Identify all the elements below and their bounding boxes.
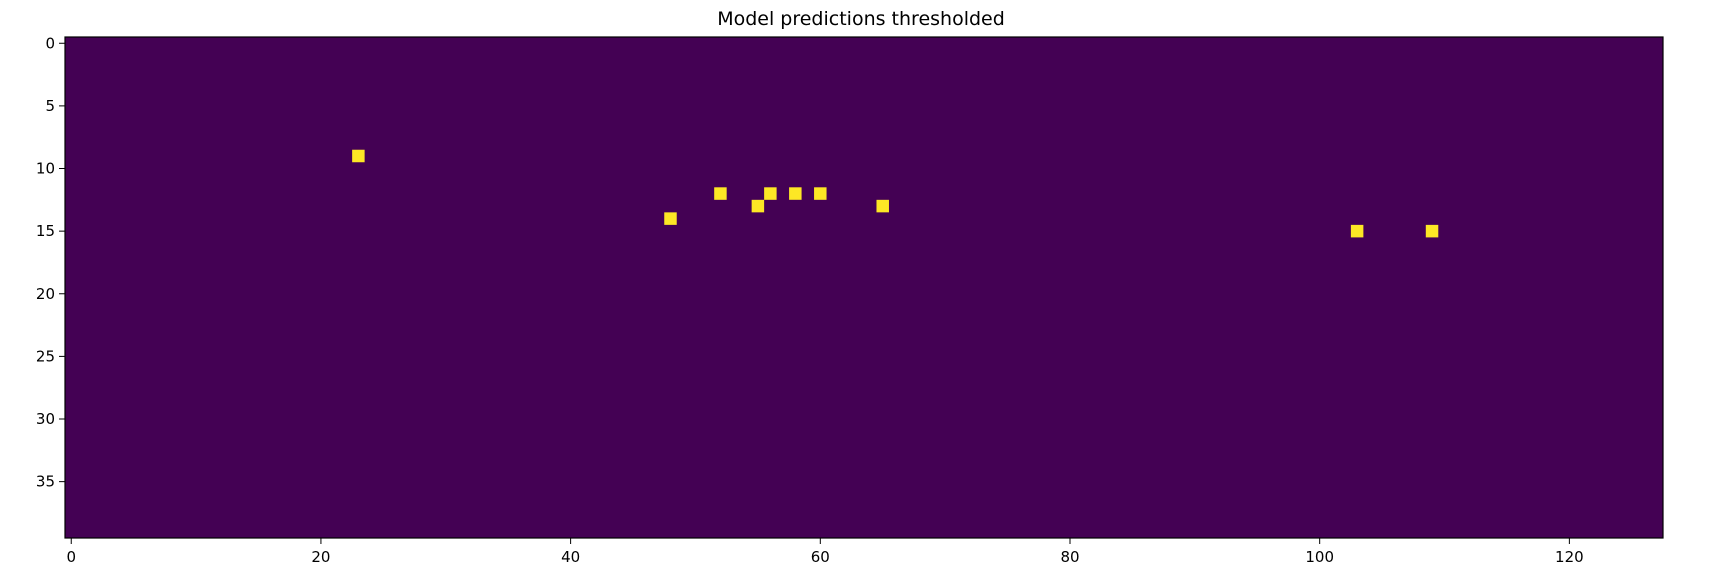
heatmap-cell bbox=[751, 199, 765, 213]
x-tick-label: 0 bbox=[66, 548, 76, 566]
heatmap-cell bbox=[814, 187, 827, 200]
heatmap-cell bbox=[789, 187, 802, 200]
heatmap-cell bbox=[352, 149, 365, 163]
y-tick-label: 5 bbox=[45, 97, 55, 115]
y-tick-label: 10 bbox=[36, 160, 55, 178]
heatmap-cell bbox=[714, 187, 727, 200]
y-tick-label: 0 bbox=[45, 34, 55, 52]
heatmap-cell bbox=[664, 212, 677, 225]
y-axis: 0 5 10 15 20 25 30 35 bbox=[36, 34, 65, 491]
x-tick-label: 100 bbox=[1305, 548, 1334, 566]
y-tick-label: 30 bbox=[36, 410, 55, 428]
heatmap-cells bbox=[352, 149, 1439, 238]
chart-title: Model predictions thresholded bbox=[717, 8, 1005, 30]
heatmap-cell bbox=[876, 199, 889, 213]
x-axis: 0 20 40 60 80 100 120 bbox=[66, 538, 1584, 566]
heatmap-cell bbox=[1425, 224, 1439, 238]
x-tick-label: 60 bbox=[811, 548, 830, 566]
x-tick-label: 120 bbox=[1555, 548, 1584, 566]
x-tick-label: 80 bbox=[1060, 548, 1079, 566]
y-tick-label: 15 bbox=[36, 222, 55, 240]
heatmap-cell bbox=[764, 187, 777, 200]
y-tick-label: 25 bbox=[36, 347, 55, 365]
plot-frame bbox=[64, 36, 1664, 539]
y-tick-label: 35 bbox=[36, 473, 55, 491]
y-tick-label: 20 bbox=[36, 285, 55, 303]
heatmap-cell bbox=[1350, 224, 1364, 238]
heatmap-background bbox=[65, 37, 1663, 538]
x-tick-label: 40 bbox=[561, 548, 580, 566]
x-tick-label: 20 bbox=[311, 548, 330, 566]
